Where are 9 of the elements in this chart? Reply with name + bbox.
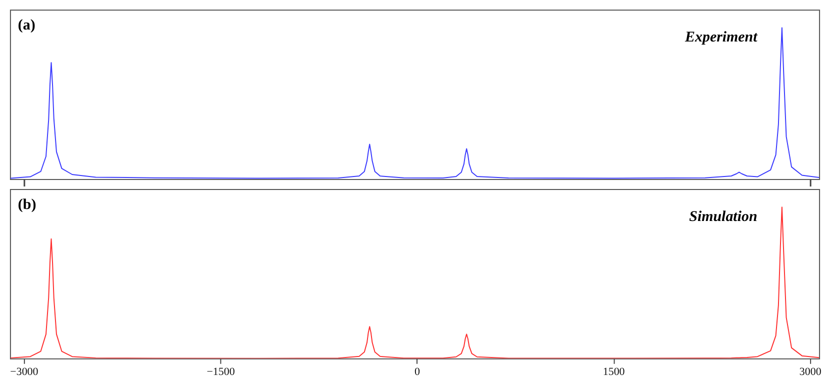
x-tick-label: 0: [414, 366, 421, 378]
x-tick-label: 1500: [602, 366, 626, 378]
annotation: (b): [18, 196, 36, 213]
x-tick-label: −1500: [206, 366, 236, 378]
annotation: Simulation: [689, 208, 758, 225]
x-tick-label: 3000: [799, 366, 822, 378]
annotation: (a): [18, 18, 36, 34]
annotation: Experiment: [684, 30, 758, 46]
x-tick-label: −3000: [10, 366, 39, 378]
